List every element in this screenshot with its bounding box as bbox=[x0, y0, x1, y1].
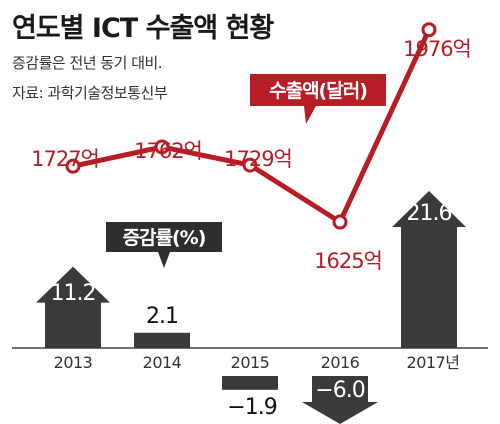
export-point-2015 bbox=[242, 157, 258, 173]
growth-label-2013: 11.2 bbox=[51, 281, 96, 306]
export-label-2017년: 1976억 bbox=[403, 37, 471, 61]
growth-bar-rect bbox=[134, 332, 190, 348]
growth-bar-rect bbox=[222, 376, 278, 390]
x-tick-label-2015: 2015 bbox=[231, 353, 270, 372]
export-line bbox=[72, 28, 432, 225]
export-label-2014: 1762억 bbox=[134, 139, 202, 163]
growth-bar-2014 bbox=[134, 332, 190, 348]
legend-box bbox=[250, 74, 386, 124]
export-label-2015: 1729억 bbox=[224, 147, 292, 171]
export-point-2013 bbox=[65, 158, 81, 174]
x-tick-label-2014: 2014 bbox=[143, 353, 182, 372]
growth-label-2016: −6.0 bbox=[315, 378, 364, 403]
chart-title: 연도별 ICT 수출액 현황 bbox=[12, 13, 274, 44]
legend-label: 증감률(%) bbox=[123, 227, 206, 249]
growth-label-2015: −1.9 bbox=[227, 395, 276, 420]
growth-label-2017년: 21.6 bbox=[407, 201, 452, 226]
legend-growth-rate: 증감률(%) bbox=[106, 222, 222, 268]
growth-label-2014: 2.1 bbox=[146, 304, 178, 329]
chart-source: 자료: 과학기술정보통신부 bbox=[12, 84, 168, 102]
growth-bar-arrow bbox=[302, 376, 378, 424]
growth-bar-arrow bbox=[392, 190, 466, 348]
export-label-2016: 1625억 bbox=[314, 249, 382, 273]
export-point-2017년 bbox=[421, 22, 437, 38]
export-point-2014 bbox=[154, 139, 170, 155]
growth-bar-2017년 bbox=[392, 190, 466, 348]
x-tick-label-2016: 2016 bbox=[321, 353, 360, 372]
legend-box bbox=[106, 222, 222, 268]
export-label-2013: 1727억 bbox=[31, 147, 99, 171]
growth-bar-2016 bbox=[302, 376, 378, 424]
legend-label: 수출액(달러) bbox=[269, 80, 367, 102]
x-tick-label-2013: 2013 bbox=[54, 353, 93, 372]
growth-bar-arrow bbox=[36, 266, 110, 348]
growth-bar-2013 bbox=[36, 266, 110, 348]
legend-export-amount: 수출액(달러) bbox=[250, 74, 386, 124]
growth-bar-2015 bbox=[222, 376, 278, 390]
chart-subtitle: 증감률은 전년 동기 대비. bbox=[12, 54, 163, 72]
export-point-2016 bbox=[332, 214, 348, 230]
x-tick-label-2017년: 2017년 bbox=[407, 353, 460, 372]
